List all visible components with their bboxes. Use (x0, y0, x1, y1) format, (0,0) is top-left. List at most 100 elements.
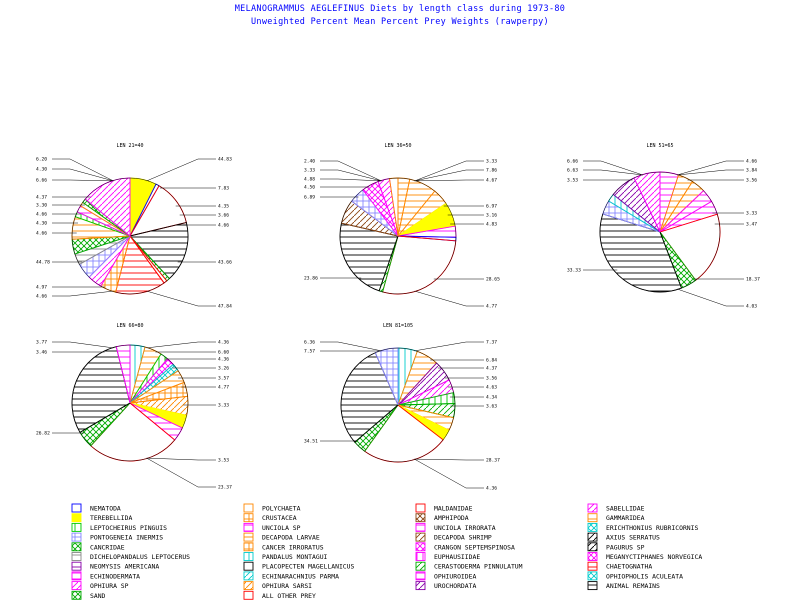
legend-swatch (243, 513, 254, 523)
legend-swatch (415, 552, 426, 561)
legend-label: CRANGON SEPTEMSPINOSA (434, 543, 515, 551)
legend-item: ALL OTHER PREY (243, 590, 316, 600)
legend-item: PONTOGENEIA INERMIS (71, 532, 163, 542)
legend-label: MEGANYCTIPHANES NORVEGICA (606, 553, 702, 561)
pie-value-label: 28.37 (486, 458, 500, 464)
legend-label: MALDANIDAE (434, 505, 473, 513)
legend-swatch (587, 581, 598, 591)
legend-item: NEMATODA (71, 503, 121, 513)
pie-value-label: 4.66 (36, 294, 47, 300)
legend-item: CRUSTACEA (243, 513, 297, 523)
legend-label: DICHELOPANDALUS LEPTOCERUS (90, 553, 190, 561)
pie-value-label: 4.37 (486, 366, 497, 372)
pie-value-label: 4.63 (486, 385, 497, 391)
pie-value-label: 33.33 (567, 268, 581, 274)
pie-chart-1: LEN 21=40 6.20 4.30 6.66 4.37 3.30 4.66 4.30 4.6… (36, 143, 232, 310)
legend-swatch (587, 552, 598, 561)
legend-label: CANCRIDAE (90, 543, 125, 551)
legend-label: AMPHIPODA (434, 514, 469, 522)
pie-value-label: 6.36 (304, 340, 315, 346)
pie-value-label: 3.53 (218, 458, 229, 464)
pie-value-label: 3.46 (36, 350, 47, 356)
leader-line (52, 179, 114, 182)
pie-chart-5: LEN 81=105 6.36 7.57 34.51 7.37 6.84 4.37 3.56 4… (304, 323, 500, 492)
pie-value-label: 4.36 (218, 357, 229, 363)
pie-value-label: 3.33 (486, 159, 497, 165)
legend-item: SABELLIDAE (587, 503, 645, 513)
pie-value-label: 4.34 (486, 395, 497, 401)
legend-item: DECAPODA LARVAE (243, 532, 320, 542)
pie-value-label: 7.83 (218, 186, 229, 192)
legend-item: AXIUS SERRATUS (587, 532, 660, 542)
legend-label: CANCER IRRORATUS (262, 543, 324, 551)
pie-value-label: 4.97 (36, 285, 47, 291)
legend-label: UNCIOLA SP (262, 524, 301, 532)
pie-value-label: 3.56 (486, 376, 497, 382)
legend-label: OPHIURA SP (90, 582, 129, 590)
legend-swatch (587, 513, 598, 523)
pie-value-label: 44.83 (218, 157, 232, 163)
pie-value-label: 6.20 (36, 157, 47, 163)
pie-value-label: 4.36 (218, 340, 229, 346)
legend-label: POLYCHAETA (262, 505, 301, 513)
legend-item: UNCIOLA SP (243, 522, 301, 532)
legend-item: SAND (71, 590, 106, 600)
legend-item: EUPHAUSIIDAE (415, 552, 480, 561)
legend-swatch (71, 513, 82, 523)
legend-swatch (587, 503, 598, 513)
leader-line (52, 341, 114, 349)
legend-swatch (587, 522, 598, 532)
leader-line (677, 169, 744, 176)
pie-outline (339, 177, 457, 295)
pie-value-label: 3.66 (218, 213, 229, 219)
legend-item: PLACOPECTEN MAGELLANICUS (243, 561, 354, 571)
legend-label: DECAPODA LARVAE (262, 534, 320, 542)
pie-value-label: 3.84 (746, 168, 757, 174)
legend-item: CHAETOGNATHA (587, 561, 652, 571)
legend-swatch (243, 542, 254, 552)
pie-value-label: 44.78 (36, 260, 50, 266)
legend-item: CERASTODERMA PINNULATUM (415, 561, 523, 571)
legend-swatch (71, 581, 82, 591)
legend-label: AXIUS SERRATUS (606, 534, 660, 542)
legend-item: TEREBELLIDA (71, 513, 132, 523)
legend-label: TEREBELLIDA (90, 514, 132, 522)
pie-value-label: 4.30 (36, 167, 47, 173)
legend-swatch (71, 542, 82, 552)
legend-item: DECAPODA SHRIMP (415, 532, 492, 542)
pie-value-label: 6.60 (218, 350, 229, 356)
leader-line (52, 290, 114, 297)
pie-value-label: 6.66 (36, 178, 47, 184)
legend-label: OPHIOPHOLIS ACULEATA (606, 572, 683, 580)
pie-value-label: 4.67 (486, 178, 497, 184)
pie-chart-4: LEN 66=803.773.4626.824.366.604.363.263.… (36, 0, 232, 491)
chart-title: MELANOGRAMMUS AEGLEFINUS Diets by length… (234, 4, 566, 14)
pie-value-label: 7.86 (486, 168, 497, 174)
pie-value-label: 4.83 (486, 222, 497, 228)
legend-swatch (71, 561, 82, 571)
legend-label: ERICHTHONIUS RUBRICORNIS (606, 524, 698, 532)
legend-item: UROCHORDATA (415, 581, 476, 590)
pie-value-label: 4.37 (36, 195, 47, 201)
legend-swatch (71, 503, 82, 513)
pie-chart-2: LEN 36=50 2.40 3.33 4.88 4.50 6.89 23.86 3.33 7.… (304, 143, 500, 310)
leader-line (677, 288, 744, 307)
pie-outline (340, 347, 456, 463)
leader-line (52, 158, 114, 182)
pie-value-label: 23.37 (218, 485, 232, 491)
legend-swatch (587, 532, 598, 542)
pie-value-label: 3.77 (36, 340, 47, 346)
legend-swatch (243, 503, 254, 513)
legend-swatch (587, 561, 598, 571)
legend-label: LEPTOCHEIRUS PINGUIS (90, 524, 167, 532)
legend-label: UNCIOLA IRRORATA (434, 524, 496, 532)
legend-item: ANIMAL REMAINS (587, 581, 660, 591)
legend-swatch (587, 542, 598, 552)
legend-item: OPHIURA SARSI (243, 581, 312, 590)
leader-line (320, 160, 382, 182)
legend-swatch (71, 571, 82, 581)
legend-label: PAGURUS SP (606, 543, 645, 551)
legend-swatch (243, 552, 254, 561)
pie-value-label: 3.30 (36, 203, 47, 209)
legend-item: CANCER IRRORATUS (243, 542, 324, 552)
